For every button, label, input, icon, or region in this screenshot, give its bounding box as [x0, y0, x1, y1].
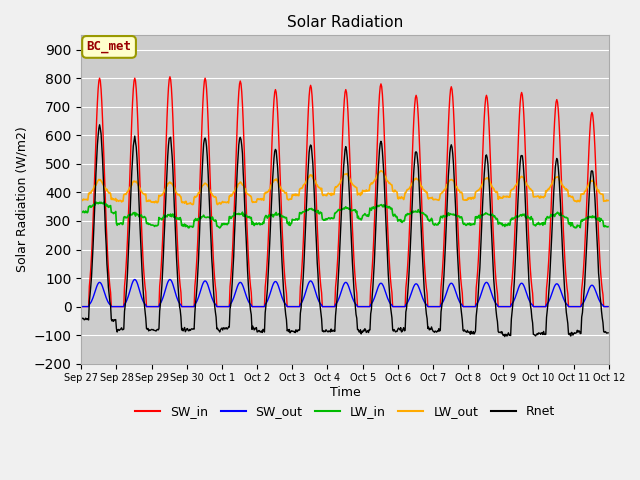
Line: Rnet: Rnet	[81, 125, 608, 336]
LW_out	[77, 196, 85, 202]
SW_out	[410, 285, 417, 291]
Legend: SW_in, SW_out, LW_in, LW_out, Rnet: SW_in, SW_out, LW_in, LW_out, Rnet	[130, 400, 560, 423]
SW_out	[425, 304, 433, 310]
SW_out	[604, 304, 612, 310]
LW_in	[77, 209, 85, 215]
SW_in	[195, 200, 203, 206]
LW_out	[426, 195, 433, 201]
LW_out	[87, 191, 95, 196]
Line: LW_in: LW_in	[81, 202, 608, 228]
SW_in	[604, 304, 612, 310]
X-axis label: Time: Time	[330, 386, 360, 399]
Rnet	[410, 179, 417, 185]
SW_in	[410, 130, 417, 136]
SW_out	[223, 304, 231, 310]
Rnet	[142, 315, 150, 321]
LW_in	[426, 218, 433, 224]
LW_in	[87, 204, 95, 210]
SW_out	[195, 292, 203, 298]
LW_in	[224, 221, 232, 227]
SW_out	[131, 276, 139, 282]
LW_in	[92, 199, 100, 205]
Rnet	[501, 334, 509, 339]
LW_out	[410, 178, 418, 183]
LW_in	[195, 215, 203, 221]
LW_in	[216, 225, 223, 231]
SW_out	[87, 300, 95, 305]
LW_in	[604, 224, 612, 229]
SW_in	[141, 283, 149, 289]
LW_in	[142, 215, 150, 221]
SW_in	[425, 304, 433, 310]
SW_in	[223, 304, 231, 310]
LW_out	[223, 199, 231, 205]
Rnet	[77, 316, 85, 322]
SW_out	[77, 304, 85, 310]
Rnet	[96, 122, 104, 128]
SW_in	[87, 265, 95, 271]
LW_out	[141, 192, 149, 198]
Rnet	[223, 326, 231, 332]
LW_out	[189, 202, 196, 207]
Line: SW_out: SW_out	[81, 279, 608, 307]
Y-axis label: Solar Radiation (W/m2): Solar Radiation (W/m2)	[15, 127, 28, 273]
LW_out	[604, 198, 612, 204]
Rnet	[195, 237, 203, 242]
Title: Solar Radiation: Solar Radiation	[287, 15, 403, 30]
Line: LW_out: LW_out	[81, 171, 608, 204]
Text: BC_met: BC_met	[86, 40, 132, 53]
LW_out	[377, 168, 385, 174]
Rnet	[425, 324, 433, 330]
Rnet	[87, 283, 95, 289]
Rnet	[604, 330, 612, 336]
SW_in	[166, 74, 174, 80]
SW_out	[142, 302, 150, 308]
LW_out	[195, 190, 203, 196]
Line: SW_in: SW_in	[81, 77, 608, 307]
LW_in	[410, 209, 418, 215]
SW_in	[77, 304, 85, 310]
